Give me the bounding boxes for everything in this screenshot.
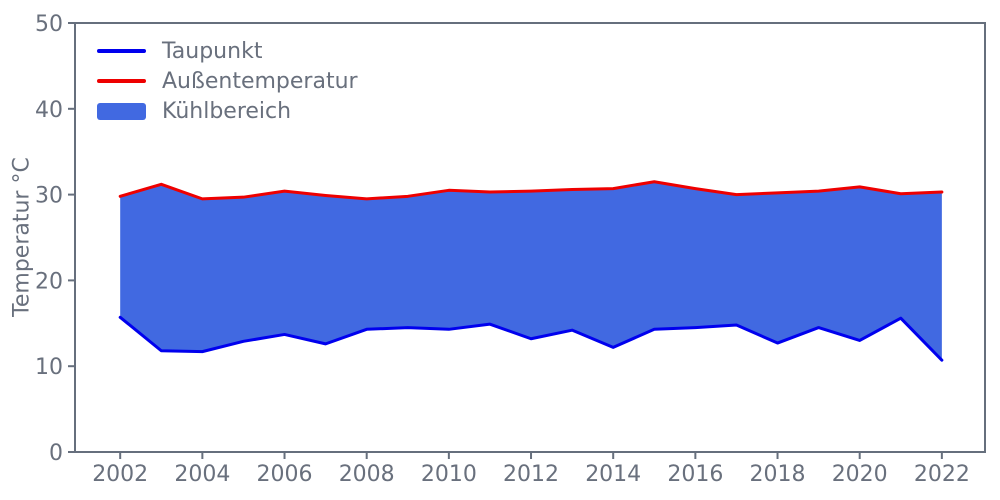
legend-label-kuehlbereich: Kühlbereich <box>162 98 292 124</box>
x-tick-label: 2012 <box>503 462 559 487</box>
y-tick-label: 0 <box>49 441 63 466</box>
axes-spines <box>74 22 986 453</box>
aussentemperatur-line <box>118 180 944 201</box>
y-tick-label: 10 <box>35 355 63 380</box>
legend-item-taupunkt: Taupunkt <box>97 36 358 66</box>
legend-label-aussentemperatur: Außentemperatur <box>162 68 358 94</box>
legend: Taupunkt Außentemperatur Kühlbereich <box>97 36 358 126</box>
x-tick-label: 2014 <box>585 462 641 487</box>
taupunkt-line <box>118 315 944 362</box>
x-tick-label: 2010 <box>421 462 477 487</box>
legend-item-aussentemperatur: Außentemperatur <box>97 66 358 96</box>
x-tick-label: 2004 <box>174 462 230 487</box>
x-tick-label: 2018 <box>750 462 806 487</box>
legend-item-kuehlbereich: Kühlbereich <box>97 96 358 126</box>
x-tick-label: 2006 <box>257 462 313 487</box>
x-tick-label: 2022 <box>914 462 970 487</box>
kuehlbereich-area-swatch <box>97 102 146 120</box>
y-tick-label: 50 <box>35 12 63 37</box>
kuehlbereich-area <box>120 181 942 361</box>
x-tick-label: 2016 <box>667 462 723 487</box>
aussentemperatur-line-swatch <box>97 79 146 83</box>
x-tick-label: 2008 <box>339 462 395 487</box>
y-tick-label: 40 <box>35 98 63 123</box>
legend-label-taupunkt: Taupunkt <box>162 38 263 64</box>
x-tick-label: 2002 <box>92 462 148 487</box>
y-tick-label: 30 <box>35 184 63 209</box>
x-tick-label: 2020 <box>832 462 888 487</box>
y-tick-label: 20 <box>35 269 63 294</box>
y-axis-label-text: Temperatur °C <box>9 157 35 317</box>
taupunkt-line-swatch <box>97 49 146 53</box>
